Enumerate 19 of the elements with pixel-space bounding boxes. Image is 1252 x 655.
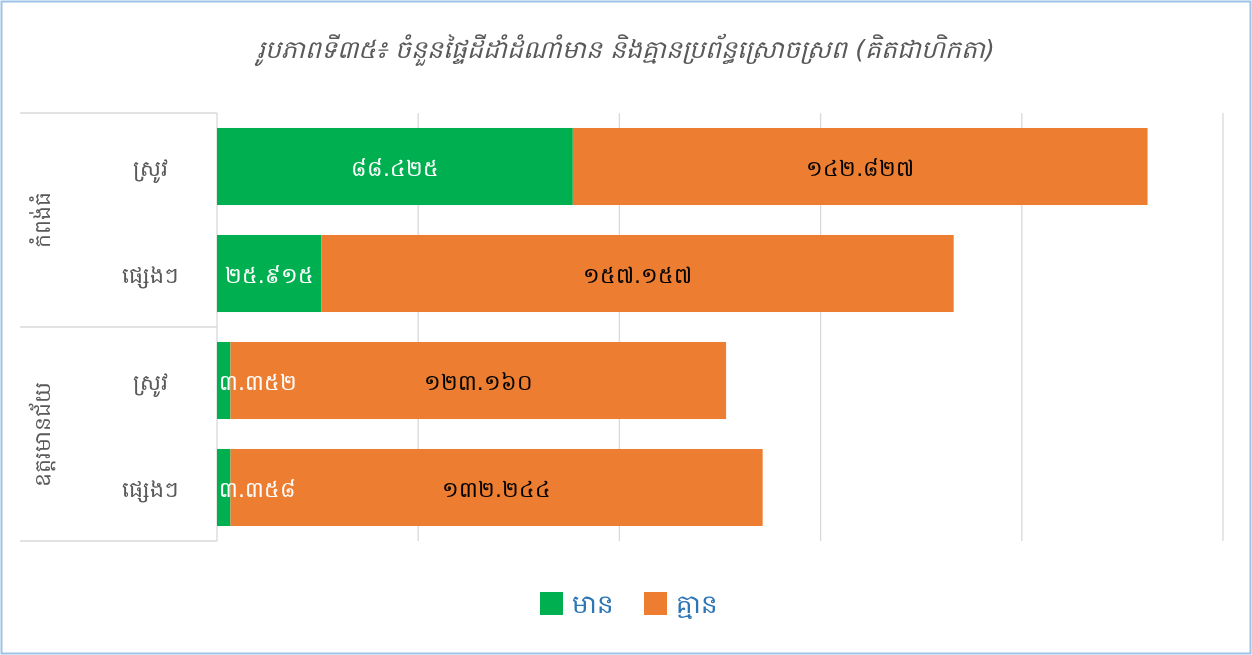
- chart-title: រូបភាពទី៣៥៖ ចំនួនផ្ទៃដីដាំដំណាំមាន និងគ្មានប្រព័ន្ធស្រោចស្រព (គិតជាហិកតា): [254, 33, 995, 66]
- data-label: ៨៨.៤២៥: [350, 155, 439, 181]
- bar: [321, 234, 954, 313]
- y-tick-label: ស្រូវ: [132, 369, 168, 397]
- bar: [572, 127, 1148, 206]
- bar: [217, 234, 322, 313]
- data-label: ១២៣.១៦០: [423, 369, 533, 395]
- y-tick-label: ស្រូវ: [132, 155, 168, 183]
- bar: [217, 127, 573, 206]
- y-tick-label: ផ្សេងៗ: [121, 476, 179, 503]
- data-label: ២៥.៩១៥: [224, 262, 314, 288]
- data-label: ១៣២.២៤៤: [442, 476, 552, 502]
- text: កំពង់ធំ: [29, 192, 55, 248]
- data-label: ១៥៧.១៥៧: [582, 262, 692, 288]
- legend-label: គ្មាន: [676, 589, 718, 619]
- y-tick-label: ផ្សេងៗ: [121, 262, 179, 289]
- legend-label: មាន: [572, 589, 614, 619]
- text: ឧត្តរមានជ័យ: [28, 381, 56, 487]
- data-label: ១៤២.៨២៧: [806, 155, 915, 181]
